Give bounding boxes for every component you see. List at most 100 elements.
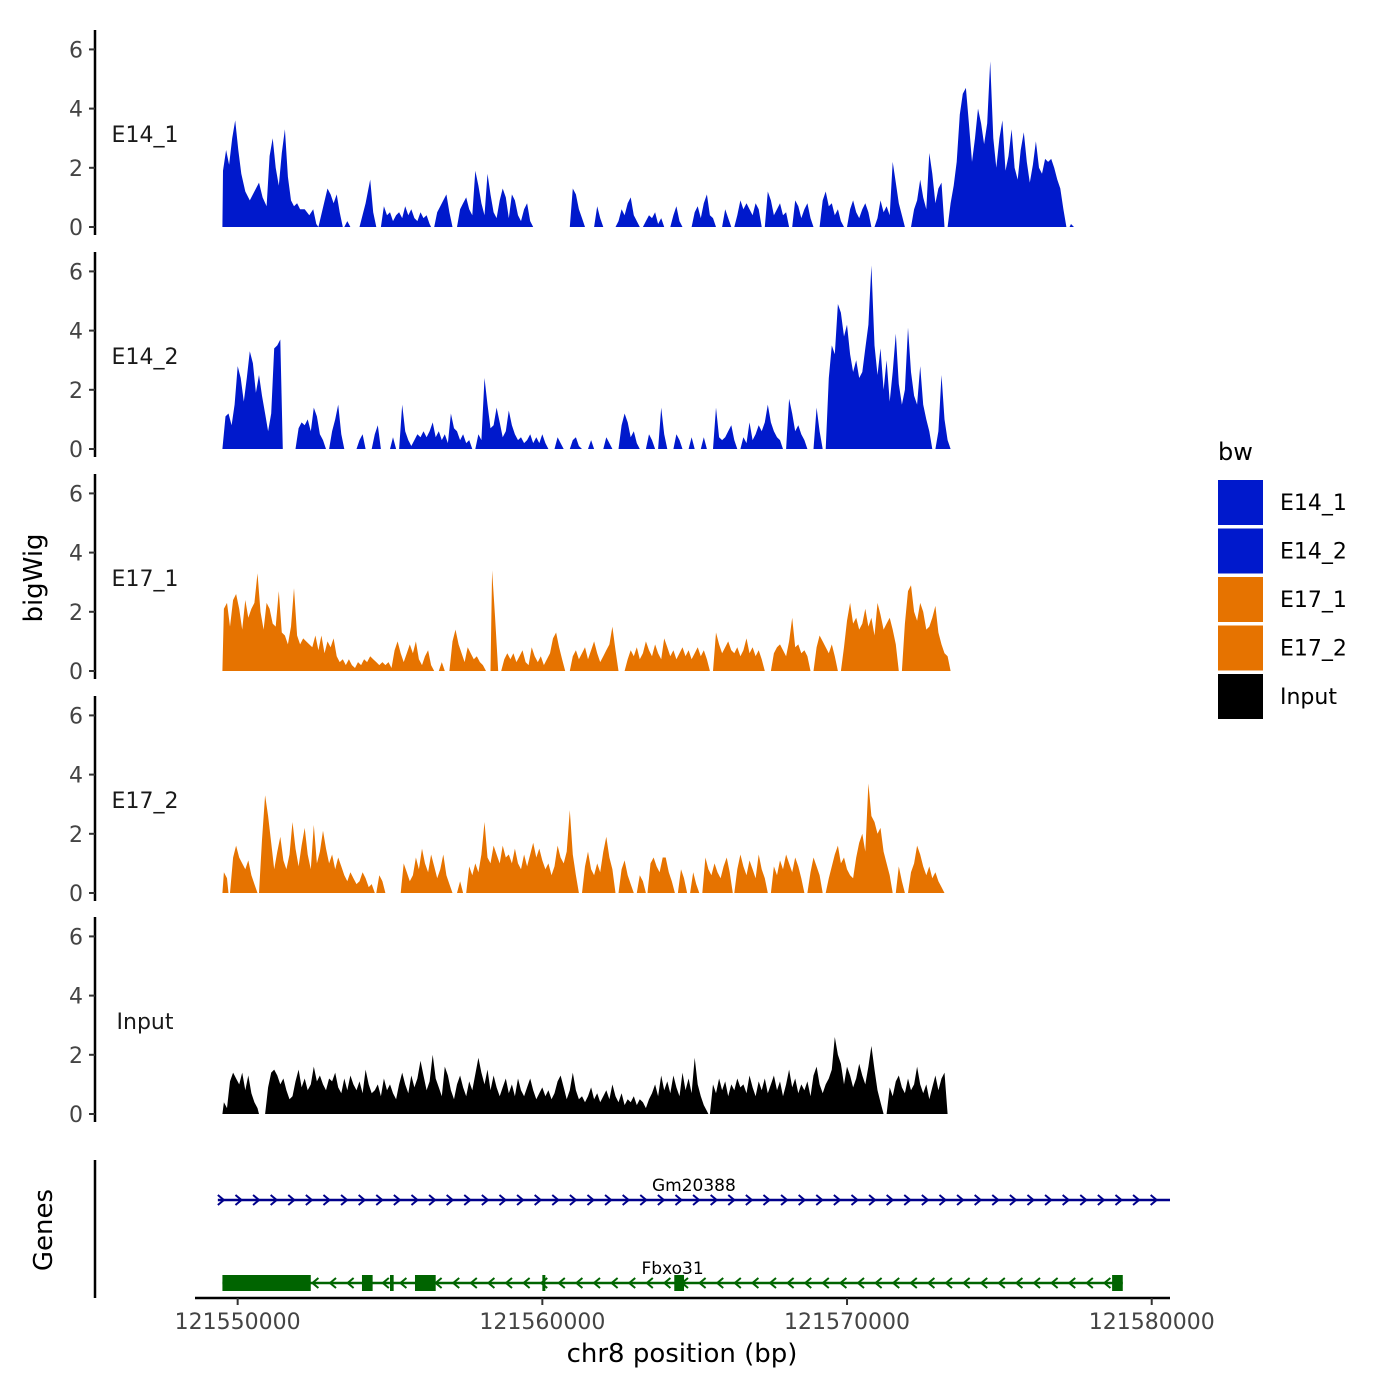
legend-label: E17_2: [1280, 637, 1347, 662]
strand-arrow: [974, 1194, 983, 1206]
strand-arrow: [868, 1194, 877, 1206]
strand-arrow: [346, 1277, 355, 1289]
strand-arrow: [410, 1194, 420, 1206]
strand-arrow: [944, 1277, 953, 1289]
strand-arrow: [1050, 1277, 1059, 1289]
y-tick-label: 2: [69, 823, 83, 848]
strand-arrow: [557, 1277, 566, 1289]
strand-arrow: [727, 1194, 736, 1206]
exon-block: [542, 1275, 546, 1291]
strand-arrow: [786, 1277, 795, 1289]
strand-arrow: [375, 1194, 384, 1206]
strand-arrow: [1150, 1194, 1159, 1206]
y-tick-label: 6: [69, 704, 83, 729]
strand-arrow: [733, 1277, 742, 1289]
strand-arrow: [909, 1277, 918, 1289]
gene-name-label: Gm20388: [652, 1176, 736, 1196]
gene-track: Gm20388 Fbxo31: [93, 1160, 1170, 1298]
strand-arrow: [522, 1277, 531, 1289]
strand-arrow: [1132, 1194, 1141, 1206]
strand-arrow: [1079, 1194, 1088, 1206]
strand-arrow: [803, 1277, 812, 1289]
strand-arrow: [956, 1194, 965, 1206]
strand-arrow: [1067, 1277, 1076, 1289]
strand-arrow: [662, 1277, 672, 1289]
strand-arrow: [715, 1277, 724, 1289]
strand-arrow: [1102, 1277, 1112, 1289]
x-axis-title: chr8 position (bp): [567, 1339, 798, 1369]
track-label: E17_1: [112, 567, 179, 592]
genes-axis-title: Genes: [29, 1189, 59, 1271]
track-E17_1: 0 2 4 6 E17_1: [69, 474, 951, 685]
strand-arrow: [234, 1194, 244, 1206]
strand-arrow: [610, 1277, 619, 1289]
y-tick-label: 2: [69, 157, 83, 182]
exon-block: [674, 1275, 685, 1291]
strand-arrow: [1009, 1194, 1018, 1206]
strand-arrow: [750, 1277, 760, 1289]
y-tick-label: 4: [69, 985, 83, 1010]
legend-label: E14_1: [1280, 491, 1347, 516]
strand-arrow: [1032, 1277, 1041, 1289]
strand-arrow: [446, 1194, 455, 1206]
strand-arrow: [586, 1194, 596, 1206]
strand-arrow: [328, 1277, 337, 1289]
gene-Gm20388: Gm20388: [217, 1176, 1170, 1206]
strand-arrow: [645, 1277, 654, 1289]
y-tick-label: 4: [69, 320, 83, 345]
strand-arrow: [856, 1277, 865, 1289]
strand-arrow: [874, 1277, 883, 1289]
strand-arrow: [768, 1277, 777, 1289]
track-label: Input: [117, 1010, 174, 1035]
strand-arrow: [340, 1194, 349, 1206]
strand-arrow: [574, 1277, 584, 1289]
y-tick-label: 0: [69, 1103, 83, 1128]
y-tick-label: 2: [69, 379, 83, 404]
strand-arrow: [850, 1194, 860, 1206]
legend-swatch-E14_1: [1218, 480, 1263, 525]
strand-arrow: [398, 1277, 408, 1289]
strand-arrow: [393, 1194, 402, 1206]
legend-swatch-E17_1: [1218, 577, 1263, 622]
strand-arrow: [270, 1194, 279, 1206]
x-tick-label: 121570000: [784, 1310, 910, 1335]
y-tick-label: 4: [69, 542, 83, 567]
x-tick-label: 121560000: [479, 1310, 605, 1335]
strand-arrow: [1044, 1194, 1053, 1206]
x-tick-label: 121580000: [1089, 1310, 1215, 1335]
coverage-area-E17_1: [222, 570, 951, 671]
strand-arrow: [451, 1277, 460, 1289]
strand-arrow: [991, 1194, 1000, 1206]
track-E17_2: 0 2 4 6 E17_2: [69, 696, 945, 907]
strand-arrow: [534, 1194, 543, 1206]
strand-arrow: [252, 1194, 261, 1206]
strand-arrow: [469, 1277, 478, 1289]
y-tick-label: 0: [69, 216, 83, 241]
strand-arrow: [997, 1277, 1006, 1289]
exon-block: [1112, 1275, 1123, 1291]
y-axis-title: bigWig: [19, 533, 49, 622]
strand-arrow: [504, 1277, 513, 1289]
exon-block: [414, 1275, 436, 1291]
y-tick-label: 2: [69, 601, 83, 626]
strand-arrow: [838, 1277, 848, 1289]
y-tick-label: 0: [69, 882, 83, 907]
exon-block: [222, 1275, 311, 1291]
y-tick-label: 0: [69, 660, 83, 685]
track-label: E17_2: [112, 789, 179, 814]
strand-arrow: [886, 1194, 895, 1206]
exon-block: [390, 1275, 394, 1291]
strand-arrow: [938, 1194, 948, 1206]
strand-arrow: [498, 1194, 508, 1206]
coverage-area-E14_2: [222, 265, 951, 449]
track-E14_1: 0 2 4 6 E14_1: [69, 30, 1074, 241]
y-tick-label: 4: [69, 98, 83, 123]
coverage-area-E14_1: [222, 61, 1074, 228]
y-tick-label: 4: [69, 764, 83, 789]
strand-arrow: [833, 1194, 842, 1206]
y-tick-label: 6: [69, 925, 83, 950]
strand-arrow: [358, 1194, 367, 1206]
legend-title: bw: [1218, 438, 1253, 466]
track-label: E14_2: [112, 345, 179, 370]
